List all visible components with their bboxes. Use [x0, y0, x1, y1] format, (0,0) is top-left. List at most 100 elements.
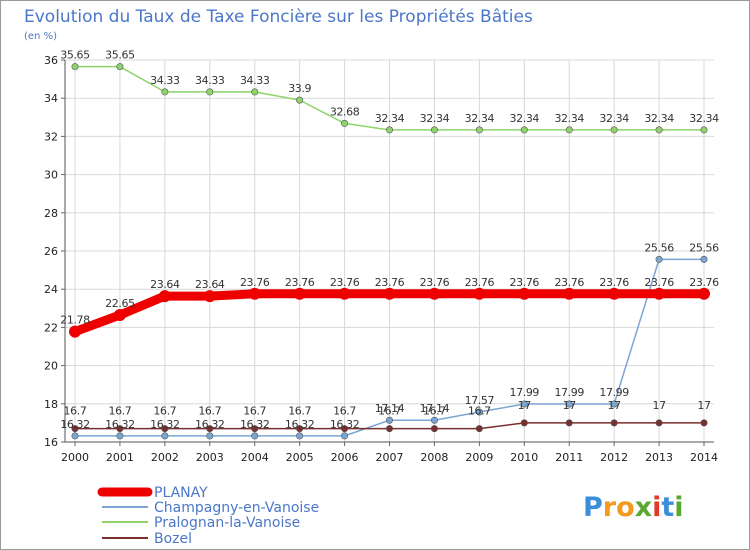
y-tick-label: 20 — [44, 360, 58, 373]
point-pralognan-la-vanoise — [520, 126, 528, 134]
data-label-planay: 23.76 — [689, 276, 719, 289]
point-champagny-en-vanoise — [610, 400, 618, 408]
data-label-bozel: 16.7 — [333, 405, 356, 418]
point-pralognan-la-vanoise — [475, 126, 483, 134]
point-bozel — [251, 425, 259, 433]
data-label-bozel: 16.7 — [64, 405, 87, 418]
point-planay — [518, 287, 531, 300]
data-label-planay: 23.76 — [644, 276, 674, 289]
data-label-planay: 23.76 — [465, 276, 495, 289]
y-tick-label: 30 — [44, 169, 58, 182]
point-planay — [608, 287, 621, 300]
point-bozel — [385, 425, 393, 433]
logo-letter: o — [616, 492, 635, 523]
x-tick-label: 2011 — [555, 451, 583, 464]
y-tick-label: 26 — [44, 245, 58, 258]
data-label-pralognan-la-vanoise: 32.34 — [420, 112, 450, 125]
x-tick-label: 2001 — [106, 451, 134, 464]
data-label-pralognan-la-vanoise: 34.33 — [195, 74, 225, 87]
point-planay — [248, 287, 261, 300]
y-tick-label: 18 — [44, 398, 58, 411]
data-label-planay: 23.76 — [420, 276, 450, 289]
x-tick-label: 2003 — [196, 451, 224, 464]
point-champagny-en-vanoise — [655, 255, 663, 263]
point-bozel — [700, 419, 708, 427]
data-label-champagny-en-vanoise: 16.32 — [195, 418, 225, 431]
series-group — [69, 63, 710, 440]
data-label-pralognan-la-vanoise: 32.34 — [510, 112, 540, 125]
data-label-champagny-en-vanoise: 25.56 — [644, 241, 674, 254]
point-champagny-en-vanoise — [700, 255, 708, 263]
data-label-bozel: 16.7 — [378, 405, 401, 418]
data-label-champagny-en-vanoise: 17.57 — [465, 394, 495, 407]
point-planay — [293, 287, 306, 300]
x-tick-label: 2014 — [690, 451, 718, 464]
point-bozel — [341, 425, 349, 433]
point-bozel — [206, 425, 214, 433]
point-champagny-en-vanoise — [251, 432, 259, 440]
data-label-pralognan-la-vanoise: 35.65 — [60, 49, 90, 62]
data-label-pralognan-la-vanoise: 32.34 — [644, 112, 674, 125]
point-bozel — [430, 425, 438, 433]
data-label-planay: 23.64 — [150, 278, 180, 291]
legend-label-planay: PLANAY — [154, 485, 208, 501]
data-label-bozel: 17 — [563, 399, 577, 412]
point-pralognan-la-vanoise — [385, 126, 393, 134]
grid — [65, 59, 714, 443]
data-label-champagny-en-vanoise: 17.99 — [599, 386, 629, 399]
point-champagny-en-vanoise — [161, 432, 169, 440]
x-tick-label: 2012 — [600, 451, 628, 464]
point-pralognan-la-vanoise — [565, 126, 573, 134]
logo-letter: i — [652, 492, 661, 523]
legend-label-pralognan-la-vanoise: Pralognan-la-Vanoise — [154, 515, 300, 531]
point-pralognan-la-vanoise — [71, 63, 79, 71]
point-champagny-en-vanoise — [206, 432, 214, 440]
point-pralognan-la-vanoise — [161, 88, 169, 96]
point-bozel — [655, 419, 663, 427]
data-label-planay: 22.65 — [105, 297, 135, 310]
x-tick-label: 2005 — [286, 451, 314, 464]
data-label-planay: 23.76 — [285, 276, 315, 289]
data-label-champagny-en-vanoise: 16.32 — [60, 418, 90, 431]
point-planay — [563, 287, 576, 300]
data-labels: 21.78 22.65 23.64 23.64 23.76 23.76 23.76 23.76… — [60, 49, 719, 431]
data-label-champagny-en-vanoise: 16.32 — [330, 418, 360, 431]
point-planay — [113, 308, 126, 321]
y-tick-label: 22 — [44, 321, 58, 334]
point-planay — [203, 290, 216, 303]
legend-label-champagny-en-vanoise: Champagny-en-Vanoise — [154, 500, 319, 516]
data-label-champagny-en-vanoise: 16.32 — [105, 418, 135, 431]
data-label-bozel: 16.7 — [423, 405, 446, 418]
x-tick-label: 2008 — [420, 451, 448, 464]
point-planay — [428, 287, 441, 300]
data-label-champagny-en-vanoise: 17.14 — [420, 402, 450, 415]
data-label-bozel: 16.7 — [108, 405, 131, 418]
point-champagny-en-vanoise — [341, 432, 349, 440]
data-label-pralognan-la-vanoise: 32.34 — [689, 112, 719, 125]
point-champagny-en-vanoise — [385, 416, 393, 424]
point-planay — [698, 287, 710, 300]
data-label-champagny-en-vanoise: 17.99 — [510, 386, 540, 399]
axes: 16 18 20 22 24 26 28 30 32 34 36 2000 2001 2002 2003 20… — [44, 54, 718, 464]
point-champagny-en-vanoise — [430, 416, 438, 424]
point-pralognan-la-vanoise — [430, 126, 438, 134]
chart-title: Evolution du Taux de Taxe Foncière sur l… — [24, 7, 533, 27]
data-label-planay: 23.64 — [195, 278, 225, 291]
data-label-pralognan-la-vanoise: 32.68 — [330, 105, 360, 118]
point-pralognan-la-vanoise — [341, 119, 349, 127]
x-tick-label: 2002 — [151, 451, 179, 464]
data-label-pralognan-la-vanoise: 33.9 — [288, 82, 311, 95]
data-label-pralognan-la-vanoise: 32.34 — [599, 112, 629, 125]
data-label-champagny-en-vanoise: 16.32 — [150, 418, 180, 431]
point-bozel — [475, 425, 483, 433]
legend: PLANAYChampagny-en-VanoisePralognan-la-V… — [97, 485, 319, 547]
x-tick-label: 2006 — [331, 451, 359, 464]
point-bozel — [565, 419, 573, 427]
y-tick-label: 24 — [44, 283, 58, 296]
point-pralognan-la-vanoise — [296, 96, 304, 104]
data-label-bozel: 16.7 — [468, 405, 491, 418]
point-champagny-en-vanoise — [565, 400, 573, 408]
logo-letter: r — [603, 492, 617, 523]
x-tick-label: 2007 — [376, 451, 404, 464]
